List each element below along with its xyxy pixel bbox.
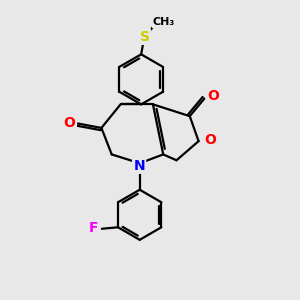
Text: CH₃: CH₃ [153, 17, 175, 27]
Text: O: O [204, 133, 216, 147]
Text: O: O [64, 116, 76, 130]
Text: F: F [89, 221, 98, 235]
Text: N: N [133, 159, 145, 172]
Text: S: S [140, 30, 150, 44]
Text: O: O [207, 89, 219, 103]
